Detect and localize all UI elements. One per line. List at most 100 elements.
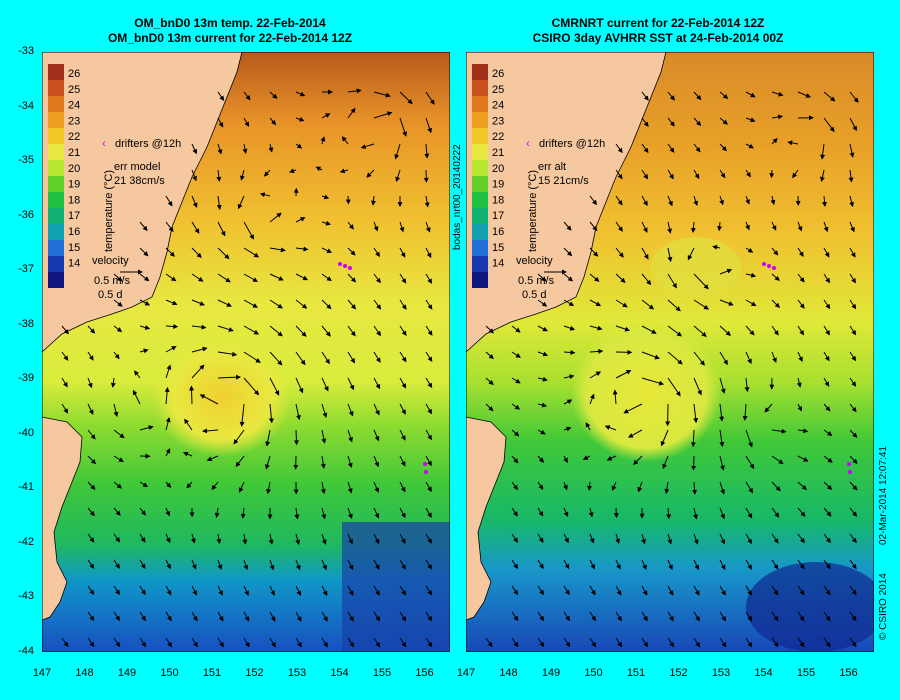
current-arrow: [87, 429, 96, 440]
current-arrow: [485, 377, 494, 386]
current-arrow: [424, 195, 430, 208]
current-arrow: [259, 192, 271, 198]
current-arrow: [206, 455, 219, 462]
current-arrow: [771, 481, 781, 492]
current-arrow: [366, 169, 375, 178]
current-arrow: [589, 299, 602, 307]
y-tick-label: -35: [18, 154, 34, 166]
drifter-positions: [338, 262, 428, 474]
current-arrow: [165, 221, 174, 233]
current-arrow: [425, 221, 431, 233]
current-arrow: [399, 403, 406, 415]
colorbar-swatch: [472, 160, 488, 176]
current-arrow: [425, 273, 433, 284]
current-arrow: [537, 402, 548, 408]
current-arrow: [820, 143, 826, 160]
current-arrow: [563, 585, 570, 596]
current-arrow: [87, 455, 97, 465]
current-arrow: [745, 533, 752, 545]
colorbar-swatch: [472, 96, 488, 112]
current-arrow: [563, 299, 575, 307]
current-arrow: [612, 389, 618, 405]
current-arrow: [537, 559, 544, 570]
current-arrow: [537, 273, 547, 282]
current-arrow: [563, 247, 573, 257]
current-arrow: [87, 377, 93, 389]
land-tasmania: [466, 416, 507, 621]
current-arrow: [563, 559, 570, 570]
current-arrow: [823, 273, 831, 284]
current-arrow: [216, 169, 222, 182]
current-arrow: [87, 559, 95, 569]
current-arrow: [315, 166, 323, 172]
current-arrow: [771, 114, 784, 120]
y-tick-label: -36: [18, 208, 34, 221]
current-arrow: [373, 429, 380, 442]
current-arrow: [321, 351, 330, 365]
current-arrow: [563, 221, 572, 231]
current-arrow: [615, 533, 620, 544]
current-arrow: [511, 611, 519, 622]
right-map-panel: 26 25 24 23 22 21 20 19 18 17 16 15 14 drifters @12h…: [466, 52, 874, 652]
current-arrow: [712, 244, 721, 250]
current-arrow: [202, 428, 219, 434]
colorbar-swatch: [48, 144, 64, 160]
current-arrow: [269, 585, 275, 597]
current-arrow: [823, 221, 829, 233]
current-arrow: [745, 91, 756, 98]
right-panel-title: CMRNRT current for 22-Feb-2014 12Z CSIRO…: [448, 16, 868, 46]
current-arrow: [797, 428, 809, 434]
current-arrow: [217, 273, 231, 283]
current-arrow: [217, 247, 230, 260]
current-arrow: [217, 637, 224, 648]
current-arrow: [425, 299, 433, 310]
current-arrow: [667, 221, 672, 234]
current-arrow: [347, 533, 353, 545]
current-arrow: [321, 113, 331, 119]
current-arrow: [615, 169, 623, 180]
current-arrow: [667, 377, 681, 397]
current-arrow: [771, 91, 784, 97]
current-arrow: [165, 507, 170, 517]
current-arrow: [321, 533, 327, 545]
x-tick-label: 156: [415, 667, 434, 679]
warm-core-eddy: [152, 337, 292, 457]
current-arrow: [770, 195, 776, 206]
current-arrow: [240, 169, 245, 181]
current-arrow: [347, 221, 354, 230]
current-arrow: [165, 533, 171, 544]
current-arrow: [266, 481, 272, 495]
current-arrow: [589, 325, 603, 331]
current-arrow: [719, 585, 726, 596]
current-arrow: [242, 143, 248, 154]
current-arrow: [606, 455, 617, 461]
current-arrow: [563, 455, 568, 464]
current-arrow: [563, 273, 574, 282]
current-arrow: [771, 247, 779, 256]
current-arrow: [745, 585, 753, 596]
current-arrow: [243, 611, 250, 622]
current-arrow: [563, 507, 569, 518]
err-value: 15 21cm/s: [538, 175, 589, 187]
current-arrow: [373, 455, 380, 468]
velocity-scale-1: 0.5 m/s: [518, 275, 555, 287]
current-arrow: [321, 611, 328, 622]
y-tick-label: -43: [18, 590, 34, 602]
current-arrow: [191, 324, 207, 330]
colorbar-swatch: [472, 80, 488, 96]
current-arrow: [191, 143, 197, 155]
current-arrow: [823, 117, 835, 133]
current-arrow: [61, 325, 69, 335]
colorbar-tick-label: 23: [68, 115, 80, 127]
y-tick-label: -34: [18, 99, 34, 112]
current-arrow: [295, 273, 309, 281]
current-arrow: [295, 325, 307, 337]
current-arrow: [321, 220, 331, 226]
current-arrow: [399, 91, 413, 105]
current-arrow: [61, 403, 69, 414]
current-arrow: [243, 585, 249, 596]
current-arrow: [165, 195, 173, 207]
current-arrow: [613, 507, 619, 519]
current-arrow: [511, 429, 520, 437]
colorbar-tick-label: 26: [68, 68, 80, 80]
